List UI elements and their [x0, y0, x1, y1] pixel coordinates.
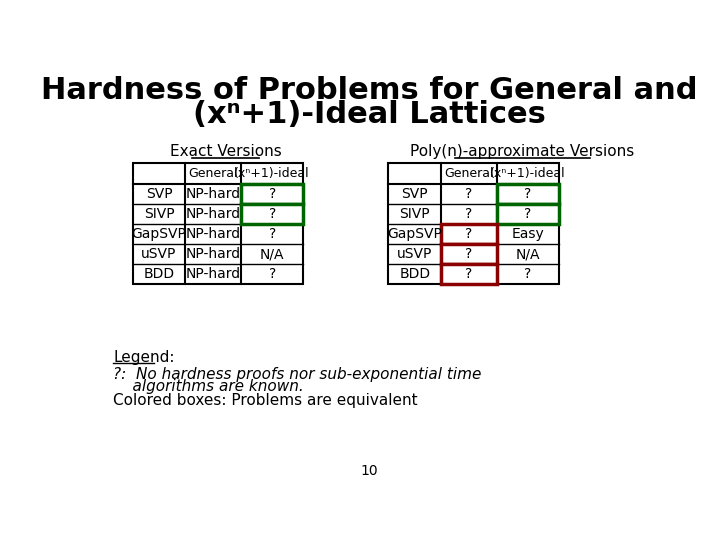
- Text: NP-hard: NP-hard: [186, 267, 240, 281]
- Text: NP-hard: NP-hard: [186, 227, 240, 241]
- Text: ?: ?: [269, 227, 276, 241]
- Text: 10: 10: [360, 464, 378, 478]
- Text: algorithms are known.: algorithms are known.: [113, 379, 304, 394]
- Bar: [132, 163, 303, 284]
- Text: uSVP: uSVP: [141, 247, 176, 261]
- Bar: [241, 184, 303, 204]
- Bar: [497, 204, 559, 224]
- Text: ?: ?: [269, 187, 276, 201]
- Text: ?: ?: [524, 207, 531, 221]
- Text: Legend:: Legend:: [113, 350, 175, 365]
- Text: N/A: N/A: [260, 247, 284, 261]
- Text: ?: ?: [269, 207, 276, 221]
- Text: Colored boxes: Problems are equivalent: Colored boxes: Problems are equivalent: [113, 393, 418, 408]
- Bar: [441, 264, 497, 284]
- Text: Exact Versions: Exact Versions: [170, 144, 282, 159]
- Text: Poly(n)-approximate Versions: Poly(n)-approximate Versions: [410, 144, 634, 159]
- Text: ?: ?: [465, 227, 472, 241]
- Text: ?:  No hardness proofs nor sub-exponential time: ?: No hardness proofs nor sub-exponentia…: [113, 367, 482, 382]
- Text: (xⁿ+1)-Ideal Lattices: (xⁿ+1)-Ideal Lattices: [192, 99, 546, 129]
- Text: SIVP: SIVP: [400, 207, 430, 221]
- Text: uSVP: uSVP: [397, 247, 433, 261]
- Text: (xⁿ+1)-ideal: (xⁿ+1)-ideal: [234, 167, 310, 180]
- Text: N/A: N/A: [516, 247, 540, 261]
- Text: NP-hard: NP-hard: [186, 187, 240, 201]
- Text: ?: ?: [269, 267, 276, 281]
- Text: ?: ?: [524, 187, 531, 201]
- Text: SVP: SVP: [402, 187, 428, 201]
- Text: ?: ?: [465, 207, 472, 221]
- Text: Hardness of Problems for General and: Hardness of Problems for General and: [41, 76, 697, 105]
- Text: ?: ?: [465, 267, 472, 281]
- Bar: [241, 204, 303, 224]
- Text: BDD: BDD: [143, 267, 174, 281]
- Text: (xⁿ+1)-ideal: (xⁿ+1)-ideal: [490, 167, 566, 180]
- Text: GapSVP: GapSVP: [387, 227, 442, 241]
- Text: BDD: BDD: [399, 267, 431, 281]
- Text: General: General: [189, 167, 238, 180]
- Text: Easy: Easy: [511, 227, 544, 241]
- Bar: [441, 244, 497, 264]
- Bar: [497, 184, 559, 204]
- Text: GapSVP: GapSVP: [132, 227, 186, 241]
- Text: NP-hard: NP-hard: [186, 247, 240, 261]
- Text: ?: ?: [524, 267, 531, 281]
- Text: ?: ?: [465, 247, 472, 261]
- Text: NP-hard: NP-hard: [186, 207, 240, 221]
- Text: SVP: SVP: [145, 187, 172, 201]
- Text: ?: ?: [465, 187, 472, 201]
- Bar: [441, 224, 497, 244]
- Text: SIVP: SIVP: [144, 207, 174, 221]
- Text: General: General: [444, 167, 494, 180]
- Bar: [388, 163, 559, 284]
